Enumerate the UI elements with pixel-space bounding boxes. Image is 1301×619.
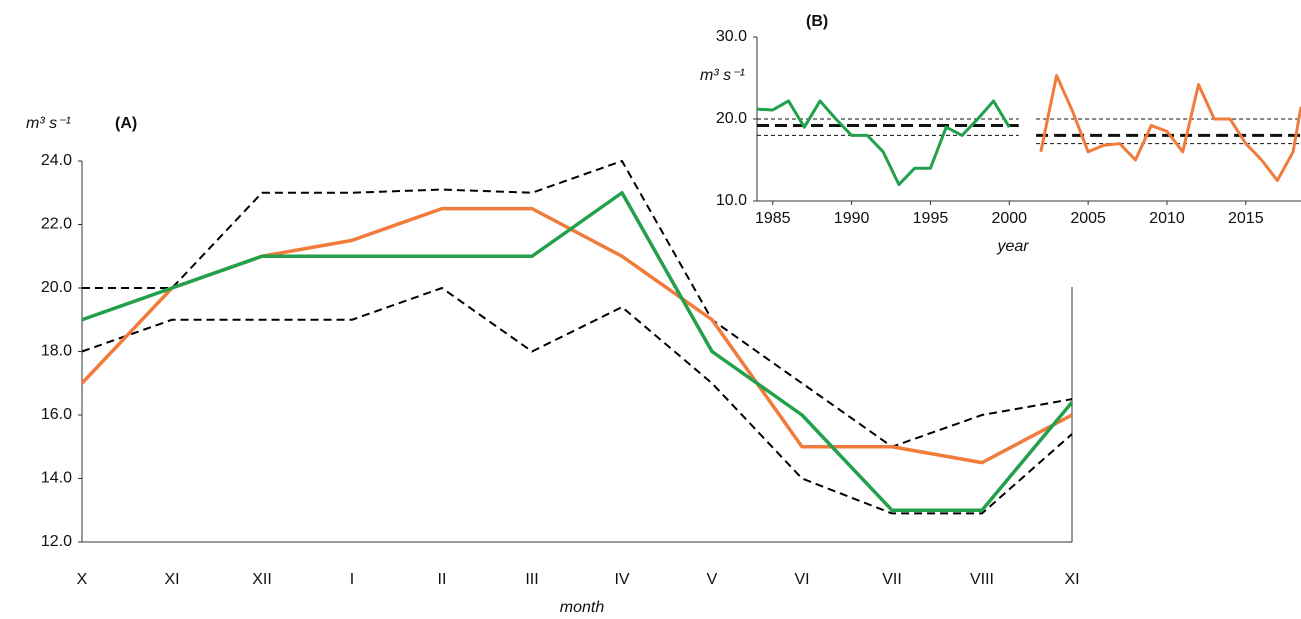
y-tick-label: 20.0 bbox=[41, 279, 72, 296]
x-tick-label: II bbox=[438, 571, 447, 588]
panel-title: (B) bbox=[806, 13, 828, 30]
x-tick-label: XI bbox=[164, 571, 179, 588]
x-tick-label: IV bbox=[614, 571, 629, 588]
data-line bbox=[81, 287, 1073, 515]
data-line bbox=[81, 191, 1074, 512]
x-tick-label: XI bbox=[1064, 571, 1079, 588]
x-tick-label: 2010 bbox=[1149, 210, 1185, 227]
x-tick-label: V bbox=[707, 571, 718, 588]
data-line bbox=[80, 206, 1073, 465]
x-tick-label: I bbox=[350, 571, 354, 588]
x-tick-label: VII bbox=[882, 571, 902, 588]
y-axis-label: m³ s⁻¹ bbox=[700, 67, 745, 84]
x-tick-label: 2005 bbox=[1070, 210, 1106, 227]
panel-title: (A) bbox=[115, 115, 137, 132]
y-tick-label: 16.0 bbox=[41, 406, 72, 423]
x-tick-label: 2000 bbox=[991, 210, 1027, 227]
y-tick-label: 14.0 bbox=[41, 470, 72, 487]
x-tick-label: 1990 bbox=[834, 210, 870, 227]
y-tick-label: 12.0 bbox=[41, 533, 72, 550]
y-tick-label: 24.0 bbox=[41, 152, 72, 169]
data-line bbox=[1039, 74, 1301, 182]
x-tick-label: VIII bbox=[970, 571, 994, 588]
y-tick-label: 30.0 bbox=[716, 28, 747, 45]
data-line bbox=[756, 99, 1011, 187]
x-tick-label: 1985 bbox=[755, 210, 791, 227]
x-tick-label: III bbox=[525, 571, 538, 588]
data-line bbox=[82, 160, 1073, 448]
y-tick-label: 10.0 bbox=[716, 192, 747, 209]
y-tick-label: 22.0 bbox=[41, 216, 72, 233]
x-axis-label: month bbox=[560, 599, 605, 616]
x-tick-label: 2015 bbox=[1228, 210, 1264, 227]
y-axis-label: m³ s⁻¹ bbox=[26, 115, 71, 132]
x-tick-label: VI bbox=[794, 571, 809, 588]
x-tick-label: X bbox=[77, 571, 88, 588]
x-axis-label: year bbox=[996, 238, 1029, 255]
y-tick-label: 18.0 bbox=[41, 343, 72, 360]
x-tick-label: XII bbox=[252, 571, 272, 588]
x-tick-label: 1995 bbox=[913, 210, 949, 227]
y-tick-label: 20.0 bbox=[716, 110, 747, 127]
